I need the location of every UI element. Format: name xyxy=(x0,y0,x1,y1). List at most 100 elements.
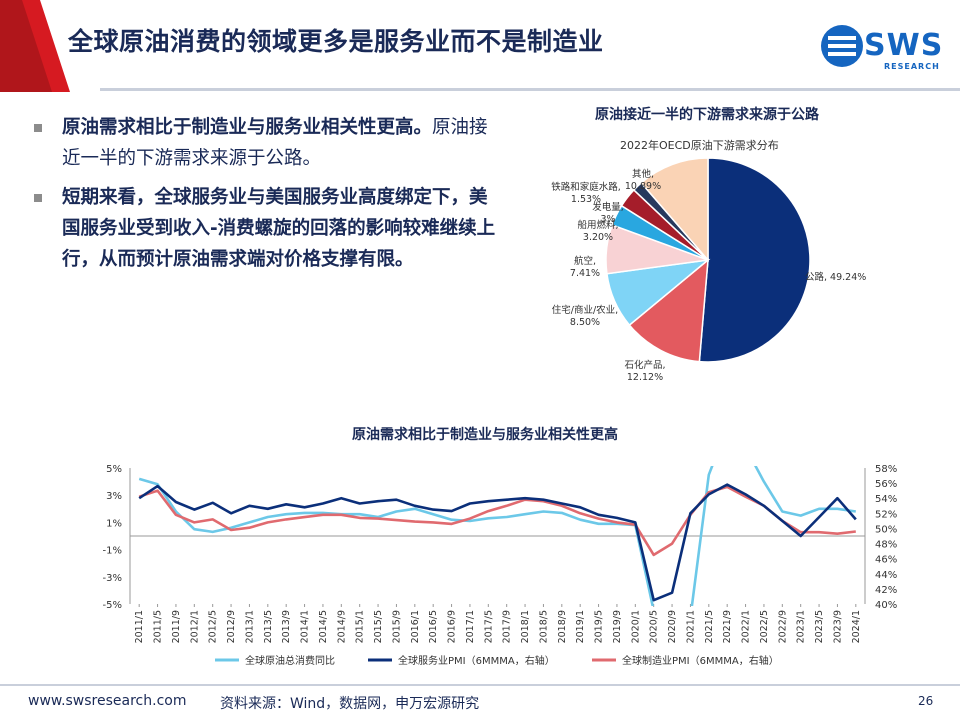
y-right-tick-label: 46% xyxy=(875,555,897,566)
pie-chart-title: 原油接近一半的下游需求来源于公路 xyxy=(595,107,819,123)
pie-slice-label: 住宅/商业/农业, 8.50% xyxy=(552,304,618,328)
y-right-tick-label: 48% xyxy=(875,540,897,551)
series-line xyxy=(138,483,857,602)
bullet-bold-text: 原油需求相比于制造业与服务业相关性更高。 xyxy=(62,117,433,138)
x-tick-label: 2022/5 xyxy=(759,610,770,643)
x-tick-label: 2023/9 xyxy=(832,610,843,643)
legend-label: 全球服务业PMI（6MMMA，右轴） xyxy=(398,654,555,667)
pie-slice xyxy=(698,157,811,363)
pie-slice-label: 航空, 7.41% xyxy=(570,255,600,279)
series-line xyxy=(138,485,856,557)
x-tick-label: 2011/5 xyxy=(153,610,164,643)
x-tick-label: 2018/1 xyxy=(520,610,531,643)
logo-text: SWS xyxy=(864,28,944,63)
x-tick-label: 2021/1 xyxy=(685,610,696,643)
bullet-bold-text: 短期来看，全球服务业与美国服务业高度绑定下，美国服务业受到收入-消费螺旋的回落的… xyxy=(62,187,496,270)
x-tick-label: 2015/5 xyxy=(373,610,384,643)
x-tick-label: 2011/1 xyxy=(134,610,145,643)
x-tick-label: 2013/9 xyxy=(281,610,292,643)
y-right-tick-label: 58% xyxy=(875,464,897,475)
pie-slice-label: 其他, 10.89% xyxy=(625,168,661,192)
pie-slice xyxy=(632,181,709,261)
page-title: 全球原油消费的领域更多是服务业而不是制造业 xyxy=(68,27,604,56)
pie-slice-label: 铁路和家庭水路, 1.53% xyxy=(551,181,621,205)
x-tick-label: 2018/9 xyxy=(557,610,568,643)
bullet-list: 原油需求相比于制造业与服务业相关性更高。原油接近一半的下游需求来源于公路。 短期… xyxy=(30,112,500,283)
x-tick-label: 2022/9 xyxy=(777,610,788,643)
footer-url[interactable]: www.swsresearch.com xyxy=(28,693,187,709)
y-right-tick-label: 42% xyxy=(875,585,897,596)
pie-chart-subtitle: 2022年OECD原油下游需求分布 xyxy=(620,139,779,152)
y-left-tick-label: -1% xyxy=(103,546,122,557)
x-tick-label: 2023/1 xyxy=(796,610,807,643)
y-left-tick-label: -3% xyxy=(103,573,122,584)
x-tick-label: 2013/5 xyxy=(263,610,274,643)
x-tick-label: 2020/1 xyxy=(630,610,641,643)
y-left-tick-label: -5% xyxy=(103,600,122,611)
x-tick-label: 2019/9 xyxy=(612,610,623,643)
x-tick-label: 2023/5 xyxy=(814,610,825,643)
x-tick-label: 2024/1 xyxy=(851,610,862,643)
x-tick-label: 2016/9 xyxy=(447,610,458,643)
bullet-item: 短期来看，全球服务业与美国服务业高度绑定下，美国服务业受到收入-消费螺旋的回落的… xyxy=(30,182,500,275)
pie-slice xyxy=(611,204,709,261)
x-tick-label: 2019/5 xyxy=(594,610,605,643)
legend-label: 全球制造业PMI（6MMMA，右轴） xyxy=(622,654,779,667)
x-tick-label: 2013/1 xyxy=(244,610,255,643)
x-tick-label: 2011/9 xyxy=(171,610,182,643)
pie-slice-label: 船用燃料, 3.20% xyxy=(577,219,618,243)
x-tick-label: 2014/9 xyxy=(336,610,347,643)
sws-logo-icon xyxy=(821,25,863,67)
pie-slice xyxy=(605,223,709,275)
pie-slice-label: 石化产品, 12.12% xyxy=(624,359,665,383)
line-chart: 5% 3% 1% -1% -3% -5% 58% 56% 54% 52% 50% 48% 46% 44% 4… xyxy=(103,464,898,667)
x-tick-label: 2014/1 xyxy=(300,610,311,643)
y-right-tick-label: 50% xyxy=(875,524,897,535)
pie-slice-label: 公路, 49.24% xyxy=(805,271,866,283)
x-tick-label: 2017/9 xyxy=(502,610,513,643)
pie-slice xyxy=(606,258,711,327)
logo-subtext: RESEARCH xyxy=(884,62,940,71)
x-tick-label: 2017/1 xyxy=(465,610,476,643)
header-divider xyxy=(100,88,960,91)
y-left-tick-label: 5% xyxy=(106,464,122,475)
bullet-marker xyxy=(34,194,42,202)
pie-slice xyxy=(620,188,709,261)
y-left-tick-label: 3% xyxy=(106,491,122,502)
footer-source: 资料来源：Wind，数据网，申万宏源研究 xyxy=(220,696,480,712)
line-chart-title: 原油需求相比于制造业与服务业相关性更高 xyxy=(352,427,618,443)
pie-slice-label: 发电量, 3% xyxy=(592,201,624,225)
x-tick-label: 2020/5 xyxy=(649,610,660,643)
footer-divider xyxy=(0,684,960,686)
bullet-text: 原油接近一半的下游需求来源于公路。 xyxy=(62,117,488,169)
y-left-tick-label: 1% xyxy=(106,518,122,529)
page-number: 26 xyxy=(918,694,934,708)
x-tick-label: 2016/1 xyxy=(410,610,421,643)
corner-decoration xyxy=(0,0,70,92)
y-right-tick-label: 54% xyxy=(875,494,897,505)
series-line xyxy=(138,466,856,606)
x-tick-label: 2012/5 xyxy=(208,610,219,643)
bullet-item: 原油需求相比于制造业与服务业相关性更高。原油接近一半的下游需求来源于公路。 xyxy=(30,112,500,174)
legend-label: 全球原油总消费同比 xyxy=(245,654,335,667)
x-tick-label: 2018/5 xyxy=(538,610,549,643)
x-tick-label: 2022/1 xyxy=(741,610,752,643)
y-right-tick-label: 44% xyxy=(875,570,897,581)
x-tick-label: 2015/1 xyxy=(355,610,366,643)
x-tick-label: 2021/5 xyxy=(704,610,715,643)
x-tick-label: 2012/1 xyxy=(189,610,200,643)
x-tick-label: 2015/9 xyxy=(391,610,402,643)
x-tick-label: 2020/9 xyxy=(667,610,678,643)
x-tick-label: 2012/9 xyxy=(226,610,237,643)
x-tick-label: 2016/5 xyxy=(428,610,439,643)
x-tick-label: 2014/5 xyxy=(318,610,329,643)
bullet-marker xyxy=(34,124,42,132)
x-tick-label: 2021/9 xyxy=(722,610,733,643)
pie-slice xyxy=(640,157,709,263)
x-tick-label: 2017/5 xyxy=(483,610,494,643)
pie-slice xyxy=(628,258,709,363)
y-right-tick-label: 56% xyxy=(875,479,897,490)
y-right-tick-label: 40% xyxy=(875,600,897,611)
y-right-tick-label: 52% xyxy=(875,509,897,520)
x-tick-label: 2019/1 xyxy=(575,610,586,643)
